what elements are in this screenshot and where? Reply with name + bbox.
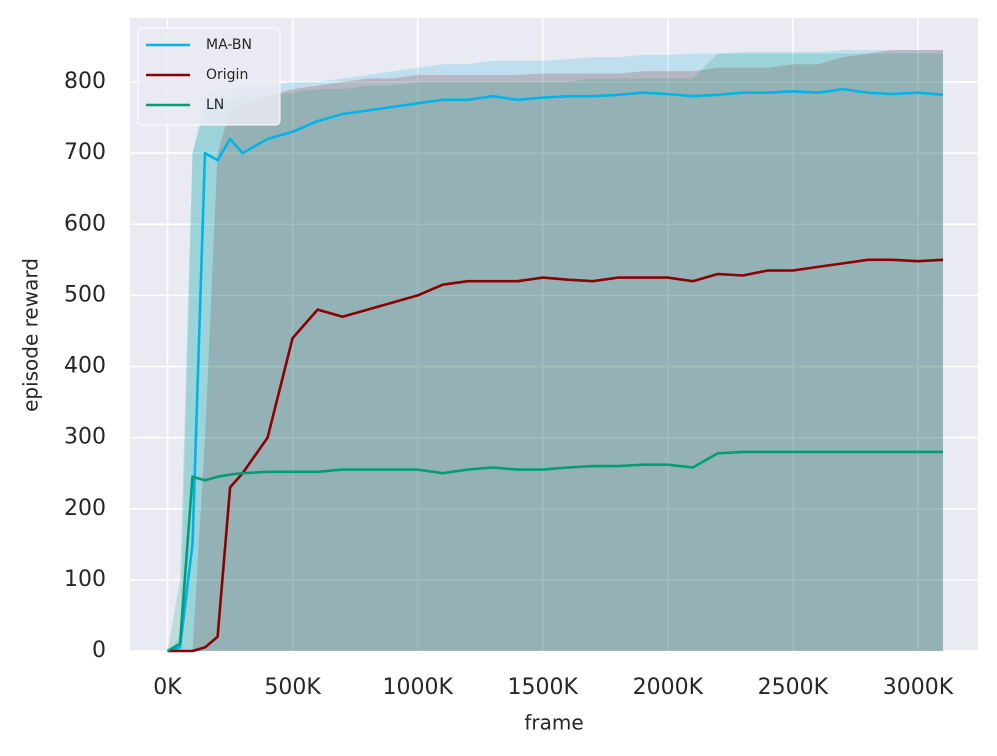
legend-label: LN	[206, 97, 224, 113]
x-tick-label: 2000K	[633, 675, 704, 700]
y-tick-label: 500	[64, 282, 106, 307]
ticks: 0 100 200 300 400 500 600 700 800 0K 500K 1000K 1500…	[64, 69, 954, 700]
x-tick-label: 2500K	[758, 675, 829, 700]
x-tick-label: 1000K	[382, 675, 453, 700]
y-tick-label: 400	[64, 354, 106, 379]
band	[167, 50, 943, 651]
y-tick-label: 300	[64, 425, 106, 450]
y-tick-label: 800	[64, 69, 106, 94]
legend-label: MA-BN	[206, 37, 252, 53]
x-tick-label: 500K	[264, 675, 321, 700]
x-tick-label: 3000K	[883, 675, 954, 700]
y-tick-label: 0	[92, 638, 106, 663]
series-line	[167, 258, 944, 653]
y-tick-label: 600	[64, 211, 106, 236]
lines	[166, 87, 944, 653]
y-tick-label: 200	[64, 496, 106, 521]
legend: MA-BN Origin LN	[137, 27, 281, 126]
bands	[167, 50, 943, 652]
series-line	[167, 87, 944, 653]
y-axis-label: episode reward	[19, 258, 43, 412]
y-tick-label: 700	[64, 140, 106, 165]
legend-label: Origin	[206, 67, 248, 83]
x-axis-label: frame	[524, 711, 583, 735]
legend-box	[137, 27, 281, 126]
series-line	[166, 450, 943, 653]
y-tick-label: 100	[64, 567, 106, 592]
x-tick-label: 0K	[153, 675, 182, 700]
x-tick-label: 1500K	[508, 675, 579, 700]
band	[167, 53, 943, 652]
band	[167, 50, 943, 651]
